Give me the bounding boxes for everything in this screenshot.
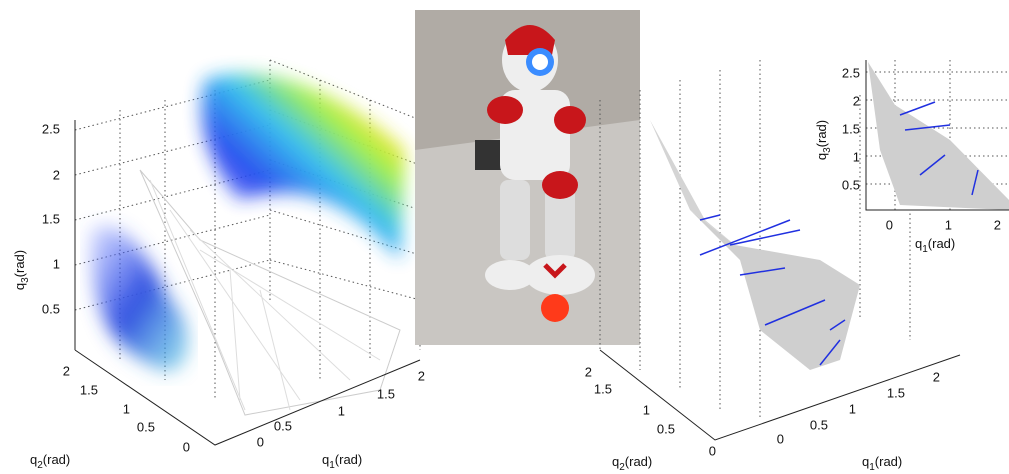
tick-label: 2 <box>63 363 70 378</box>
tick-label: 2 <box>585 364 592 379</box>
axis-label: q1(rad) <box>915 236 955 255</box>
tick-label: 1 <box>53 256 60 271</box>
tick-label: 1 <box>338 403 345 418</box>
axis-label: q2(rad) <box>30 452 70 471</box>
tick-label: 1.5 <box>842 121 860 136</box>
tick-label: 2 <box>418 368 425 383</box>
tick-label: 0.5 <box>42 301 60 316</box>
mesh <box>150 180 380 410</box>
tick-label: 0.5 <box>137 419 155 434</box>
axis-unit: (rad) <box>12 250 27 277</box>
axis-label: q2(rad) <box>612 454 652 473</box>
axis-symbol: q <box>12 283 27 290</box>
mesh <box>650 120 735 245</box>
density-surface <box>90 225 188 371</box>
tick-label: 1 <box>123 401 130 416</box>
inset-plot <box>866 60 1009 210</box>
axis-symbol: q <box>322 452 329 467</box>
axis-label: q3(rad) <box>12 250 31 290</box>
tick-label: 0 <box>777 431 784 446</box>
tick-label: 1.5 <box>594 381 612 396</box>
axis-symbol: q <box>915 236 922 251</box>
tick-label: 0.5 <box>842 177 860 192</box>
tick-label: 0 <box>709 443 716 458</box>
left-plot <box>75 60 420 445</box>
tick-label: 2 <box>933 369 940 384</box>
axis-label: q3(rad) <box>814 120 833 160</box>
tick-label: 0.5 <box>810 417 828 432</box>
tick-label: 0 <box>183 439 190 454</box>
tick-label: 1.5 <box>80 382 98 397</box>
axis-unit: (rad) <box>335 452 362 467</box>
axis-unit: (rad) <box>625 454 652 469</box>
tick-label: 2 <box>53 167 60 182</box>
axis-symbol: q <box>612 454 619 469</box>
tick-label: 1 <box>643 402 650 417</box>
robot-photo <box>415 10 640 345</box>
tick-label: 0 <box>257 434 264 449</box>
tick-label: 1 <box>945 217 952 232</box>
tick-label: 0 <box>886 217 893 232</box>
axis-symbol: q <box>862 454 869 469</box>
axis-symbol: q <box>30 452 37 467</box>
axis-label: q1(rad) <box>862 454 902 473</box>
axis-label: q1(rad) <box>322 452 362 471</box>
tick-label: 1.5 <box>42 211 60 226</box>
tick-label: 1 <box>853 149 860 164</box>
tick-label: 2 <box>994 217 1001 232</box>
axis-unit: (rad) <box>43 452 70 467</box>
tick-label: 1 <box>849 401 856 416</box>
tick-label: 2.5 <box>842 65 860 80</box>
tick-label: 1.5 <box>887 385 905 400</box>
tick-label: 2.5 <box>42 121 60 136</box>
figure: q3(rad) q2(rad) q1(rad) q2(rad) q1(rad) … <box>0 0 1009 474</box>
axis-unit: (rad) <box>928 236 955 251</box>
axis-unit: (rad) <box>875 454 902 469</box>
tick-label: 2 <box>853 93 860 108</box>
axis-unit: (rad) <box>814 120 829 147</box>
tick-label: 0.5 <box>657 421 675 436</box>
tick-label: 1.5 <box>377 386 395 401</box>
axis-symbol: q <box>814 153 829 160</box>
tick-label: 0.5 <box>274 418 292 433</box>
